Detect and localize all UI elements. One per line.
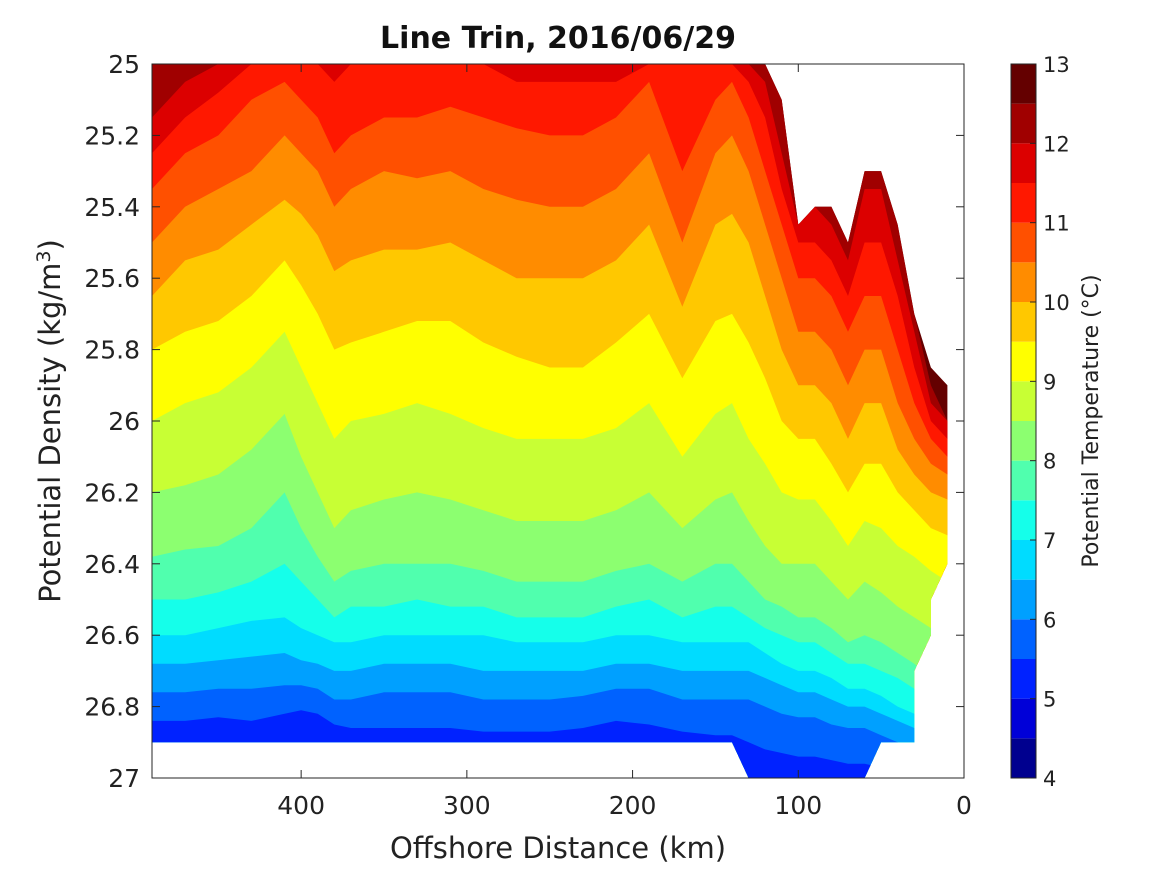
colorbar-swatch <box>1011 500 1036 540</box>
colorbar: 4 5 6 7 8 9 10 11 12 13 <box>1010 53 1070 791</box>
colorbar-frame <box>1010 63 1037 779</box>
y-axis-ticks: 25 25.2 25.4 25.6 25.8 26 26.2 26.4 26.6 26.8 27 <box>84 50 964 793</box>
colorbar-swatch <box>1011 738 1036 778</box>
colorbar-swatch <box>1011 103 1036 144</box>
chart-title: Line Trin, 2016/06/29 <box>380 21 736 56</box>
colorbar-tick-label: 5 <box>1043 688 1056 712</box>
y-tick-label: 25 <box>108 50 140 79</box>
colorbar-swatch <box>1011 143 1036 183</box>
colorbar-swatch <box>1011 64 1036 104</box>
x-tick-label: 0 <box>956 791 972 820</box>
colorbar-tick-label: 4 <box>1043 767 1056 791</box>
y-tick-label: 25.8 <box>84 336 140 365</box>
y-tick-label: 25.6 <box>84 264 140 293</box>
colorbar-tick-label: 12 <box>1043 132 1070 156</box>
colorbar-swatch <box>1011 698 1036 739</box>
colorbar-swatch <box>1011 302 1036 342</box>
y-tick-label: 27 <box>108 764 140 793</box>
x-tick-label: 100 <box>774 791 822 820</box>
colorbar-swatch <box>1011 421 1036 461</box>
y-axis-label-sup: 3 <box>33 250 55 262</box>
colorbar-tick-label: 11 <box>1043 212 1070 236</box>
colorbar-swatch <box>1011 540 1036 580</box>
y-axis-label-end: ) <box>33 239 67 250</box>
colorbar-tick-label: 10 <box>1043 291 1070 315</box>
colorbar-swatch <box>1011 619 1036 659</box>
y-tick-label: 26.4 <box>84 550 140 579</box>
y-tick-label: 26 <box>108 407 140 436</box>
x-tick-label: 400 <box>277 791 325 820</box>
colorbar-swatch <box>1011 262 1036 302</box>
colorbar-swatch <box>1011 659 1036 699</box>
colorbar-swatch <box>1011 460 1036 501</box>
colorbar-swatch <box>1011 183 1036 223</box>
x-tick-label: 200 <box>609 791 657 820</box>
y-axis-label: Potential Density (kg/m3) <box>33 239 67 603</box>
y-tick-label: 26.6 <box>84 621 140 650</box>
colorbar-tick-label: 8 <box>1043 450 1056 474</box>
colorbar-swatch <box>1011 579 1036 620</box>
colorbar-tick-label: 7 <box>1043 529 1056 553</box>
colorbar-label: Potential Temperature (°C) <box>1079 274 1104 567</box>
colorbar-tick-label: 6 <box>1043 608 1056 632</box>
x-axis-ticks: 400 300 200 100 0 <box>277 64 972 820</box>
x-tick-label: 300 <box>443 791 491 820</box>
colorbar-swatch <box>1011 381 1036 421</box>
y-tick-label: 26.2 <box>84 478 140 507</box>
colorbar-swatch <box>1011 222 1036 263</box>
y-tick-label: 26.8 <box>84 693 140 722</box>
x-axis-label: Offshore Distance (km) <box>390 831 726 865</box>
colorbar-swatch <box>1011 341 1036 382</box>
y-tick-label: 25.4 <box>84 193 140 222</box>
colorbar-tick-label: 9 <box>1043 370 1056 394</box>
y-tick-label: 25.2 <box>84 121 140 150</box>
colorbar-tick-label: 13 <box>1043 53 1070 77</box>
y-axis-label-main: Potential Density (kg/m <box>33 263 67 603</box>
